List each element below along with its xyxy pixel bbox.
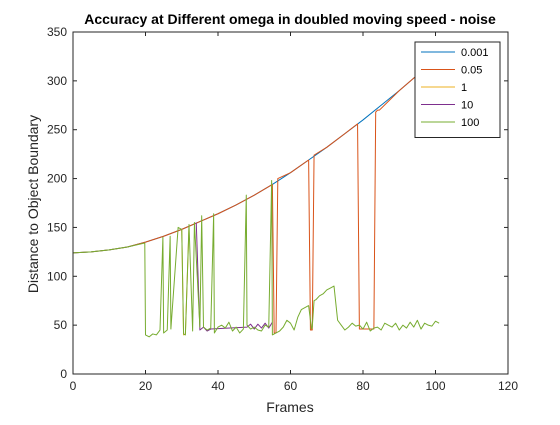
y-tick-label: 300	[47, 74, 67, 88]
y-axis-label: Distance to Object Boundary	[25, 115, 41, 293]
y-tick-label: 100	[47, 269, 67, 283]
y-tick-label: 350	[47, 25, 67, 39]
plot-area	[73, 58, 440, 338]
legend-entry-1: 1	[461, 82, 467, 94]
x-axis-label: Frames	[266, 399, 313, 415]
series-line-100	[73, 180, 440, 338]
x-tick-label: 100	[425, 379, 445, 393]
x-tick-label: 120	[498, 379, 518, 393]
y-tick-label: 0	[60, 367, 67, 381]
x-tick-label: 0	[70, 379, 77, 393]
x-tick-label: 20	[139, 379, 153, 393]
legend-entry-100: 100	[461, 117, 479, 129]
y-tick-label: 250	[47, 123, 67, 137]
series-line-0.05	[73, 58, 436, 334]
series-group	[73, 58, 440, 338]
legend: 0.001 0.05 1 10 100	[414, 41, 501, 138]
chart-title: Accuracy at Different omega in doubled m…	[84, 11, 496, 27]
y-tick-label: 200	[47, 172, 67, 186]
legend-entry-0.001: 0.001	[461, 47, 489, 59]
y-tick-label: 50	[54, 318, 68, 332]
x-tick-label: 40	[211, 379, 225, 393]
x-tick-label: 80	[356, 379, 370, 393]
legend-entry-0.05: 0.05	[461, 65, 482, 77]
y-tick-label: 150	[47, 220, 67, 234]
legend-entry-10: 10	[461, 100, 473, 112]
axes: 0 20 40 60 80 100 120 0 50 100 150 200 250 300 350	[47, 25, 518, 393]
x-tick-label: 60	[284, 379, 298, 393]
